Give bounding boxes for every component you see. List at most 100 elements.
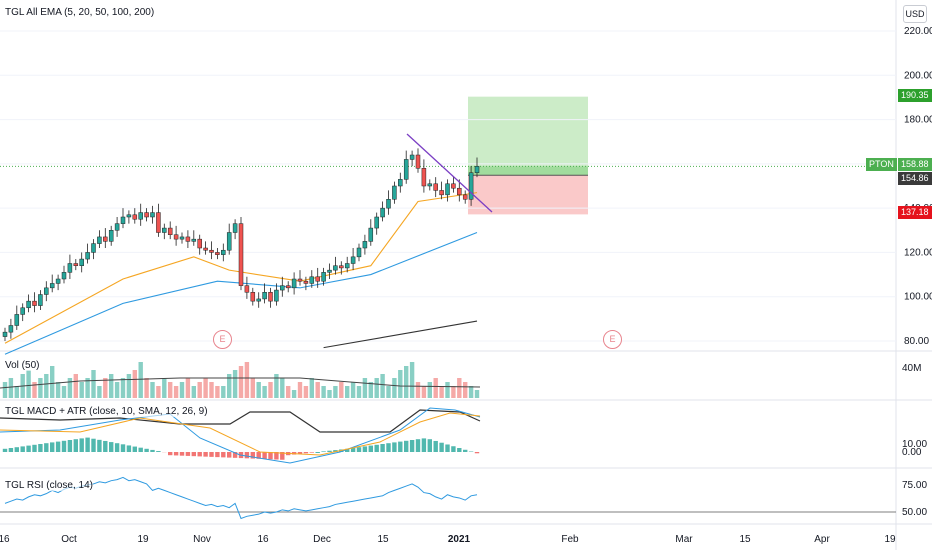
trendline[interactable] (406, 133, 493, 213)
macd-histogram-bar (55, 441, 61, 452)
candle-body (451, 183, 456, 189)
ema-20-line (4, 192, 478, 344)
candle-body (250, 292, 256, 302)
volume-bar (244, 362, 250, 398)
volume-bar (415, 382, 421, 398)
ema-200-line (323, 320, 478, 349)
candle-body (291, 278, 297, 289)
volume-bar (404, 366, 409, 398)
volume-pane-title[interactable]: Vol (50) (5, 360, 40, 371)
macd-histogram-bar (44, 443, 49, 452)
macd-histogram-bar (85, 437, 90, 452)
target-price-tag: 190.35 (898, 89, 932, 102)
candle-body (386, 199, 391, 209)
macd-histogram-bar (256, 452, 261, 459)
volume-bar (227, 374, 232, 398)
earnings-marker[interactable]: E (213, 330, 232, 349)
volume-bar (433, 378, 438, 398)
candle-body (197, 238, 202, 249)
macd-histogram-bar (67, 440, 73, 452)
volume-bar (238, 366, 244, 398)
volume-bar (368, 382, 373, 398)
candle-body (103, 236, 108, 242)
volume-bar (50, 366, 55, 398)
volume-bar (79, 382, 84, 398)
volume-bar (374, 378, 379, 398)
candle-body (262, 292, 267, 300)
macd-histogram-bar (203, 452, 208, 457)
time-tick-label: 15 (739, 534, 751, 545)
candle-body (209, 249, 214, 253)
macd-histogram-bar (268, 452, 273, 460)
candle-body (280, 285, 285, 291)
macd-histogram-bar (392, 442, 397, 452)
macd-histogram-bar (427, 439, 432, 452)
profit-fill (468, 166, 588, 176)
currency-button[interactable]: USD (903, 5, 927, 23)
candle-body (185, 236, 191, 242)
volume-bar (38, 378, 43, 398)
trendline-segment (406, 133, 493, 213)
time-tick-label: 15 (377, 534, 389, 545)
candle-body (55, 278, 61, 284)
volume-bar (274, 374, 279, 398)
rsi-tick-label: 75.00 (902, 480, 927, 491)
candle-body (179, 236, 185, 240)
candle-body (14, 314, 20, 326)
volume-bar (120, 378, 126, 398)
candle-body (356, 247, 362, 258)
candle-body (8, 325, 14, 333)
candle-body (350, 256, 356, 264)
candle-body (392, 185, 397, 200)
last-price-tag: 158.88 (898, 158, 932, 171)
volume-bar (303, 386, 309, 398)
candle-body (303, 280, 309, 284)
volume-bar (109, 374, 114, 398)
macd-pane-title[interactable]: TGL MACD + ATR (close, 10, SMA, 12, 26, … (5, 406, 208, 417)
volume-bar (327, 390, 332, 398)
candle-body (398, 179, 403, 187)
volume-bar (386, 386, 391, 398)
macd-histogram-bar (132, 446, 137, 452)
volume-bar (132, 370, 137, 398)
macd-histogram-bar (215, 452, 220, 458)
macd-histogram-bar (445, 444, 450, 452)
macd-histogram-bar (250, 452, 255, 459)
macd-histogram-bar (327, 450, 332, 452)
candle-body (309, 276, 315, 284)
macd-histogram-bar (368, 445, 373, 452)
time-tick-label: 16 (257, 534, 269, 545)
volume-bar (321, 386, 326, 398)
candle-body (32, 300, 37, 306)
earnings-marker[interactable]: E (603, 330, 622, 349)
candle-body (344, 263, 350, 269)
volume-bar (162, 378, 167, 398)
macd-line (0, 407, 481, 464)
entry-price-tag: 154.86 (898, 172, 932, 185)
macd-histogram-bar (356, 447, 362, 452)
macd-histogram-bar (120, 444, 126, 452)
macd-histogram-bar (38, 444, 43, 452)
macd-histogram: 10.000.00 (0, 407, 927, 464)
macd-histogram-bar (439, 442, 444, 452)
volume-bar (44, 374, 49, 398)
volume-bar (221, 386, 226, 398)
candle-body (427, 183, 433, 187)
rsi-pane-title[interactable]: TGL RSI (close, 14) (5, 480, 93, 491)
candle-body (315, 276, 320, 282)
macd-histogram-bar (2, 448, 8, 452)
time-tick-label: Feb (561, 534, 579, 545)
macd-histogram-bar (409, 440, 415, 452)
volume-bar (268, 382, 273, 398)
macd-histogram-bar (191, 452, 196, 457)
candle-body (203, 247, 208, 251)
candle-body (415, 154, 421, 169)
volume-bar (67, 378, 73, 398)
main-pane-title[interactable]: TGL All EMA (5, 20, 50, 100, 200) (5, 7, 155, 18)
volume-bar (280, 378, 285, 398)
time-tick-label: 19 (884, 534, 896, 545)
macd-histogram-bar (20, 446, 25, 452)
candle-body (156, 212, 161, 233)
candle-body (2, 331, 8, 337)
